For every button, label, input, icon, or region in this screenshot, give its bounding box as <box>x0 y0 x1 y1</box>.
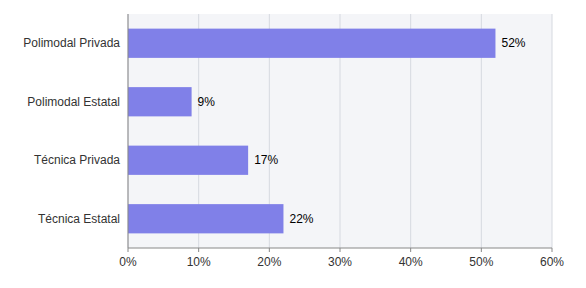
x-tick-label: 30% <box>328 255 352 269</box>
grid-line <box>128 14 129 248</box>
x-tick-label: 0% <box>119 255 137 269</box>
x-tick-label: 40% <box>399 255 423 269</box>
y-tick-label: Técnica Privada <box>34 153 120 167</box>
tick-mark <box>198 248 199 252</box>
tick-mark <box>269 248 270 252</box>
bar <box>128 29 495 58</box>
plot-area <box>128 14 552 248</box>
chart: 0% 10% 20% 30% 40% 50% 60% 22% 17% 9% 52% Técnica E… <box>0 0 586 288</box>
y-tick-label: Polimodal Estatal <box>27 95 120 109</box>
grid-line <box>552 14 553 248</box>
y-axis-line <box>128 14 129 248</box>
grid <box>128 14 552 248</box>
data-label: 22% <box>289 212 313 226</box>
y-tick-label: Polimodal Privada <box>23 36 120 50</box>
y-tick-label: Técnica Estatal <box>38 212 120 226</box>
bars <box>128 29 495 234</box>
tick-mark <box>340 248 341 252</box>
bar <box>128 204 283 233</box>
x-tick-label: 20% <box>257 255 281 269</box>
tick-mark <box>481 248 482 252</box>
bar <box>128 87 192 116</box>
x-tick-label: 50% <box>469 255 493 269</box>
bar <box>128 146 248 175</box>
tick-mark <box>410 248 411 252</box>
x-tick-label: 10% <box>187 255 211 269</box>
data-label: 17% <box>254 153 278 167</box>
tick-mark <box>128 248 129 252</box>
x-tick-label: 60% <box>540 255 564 269</box>
x-axis-line <box>128 248 552 249</box>
data-label: 9% <box>198 95 216 109</box>
data-label: 52% <box>501 36 525 50</box>
tick-mark <box>552 248 553 252</box>
